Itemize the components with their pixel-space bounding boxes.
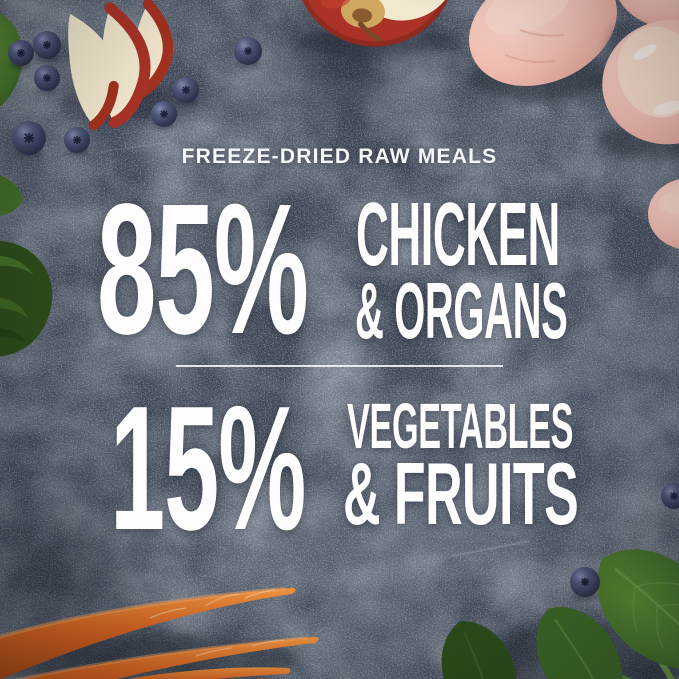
- stat-15-percent: 15%: [110, 369, 306, 567]
- stat-85-percent: 85%: [97, 166, 309, 373]
- spinach-leaves-icon: [441, 549, 679, 679]
- spinach-leaf-crumpled: [0, 241, 53, 357]
- spinach-leaves-icon: [0, 13, 53, 357]
- stat-85-label-line1: CHICKEN: [356, 185, 560, 285]
- apple-half-icon: [294, 0, 458, 56]
- divider-line: [176, 365, 503, 367]
- apple-slices-icon: [60, 0, 210, 131]
- carrots-icon: [0, 587, 319, 679]
- carrot-rootlets: [149, 589, 285, 657]
- stat-85-label-line2: & ORGANS: [355, 266, 568, 355]
- slate-light-patch: [300, 520, 440, 679]
- stat-15-label-line2: & FRUITS: [343, 444, 579, 543]
- stat-15-label-line1: VEGETABLES: [347, 390, 574, 462]
- headline: FREEZE-DRIED RAW MEALS: [181, 145, 498, 168]
